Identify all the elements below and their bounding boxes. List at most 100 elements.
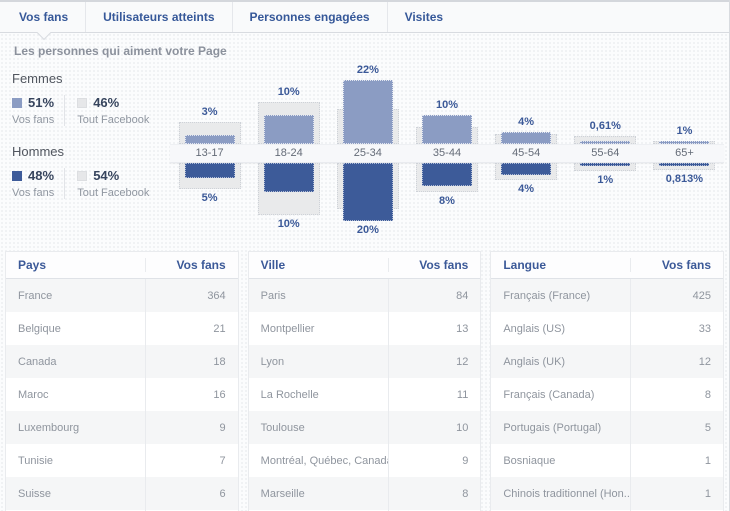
row-label: Français (Canada) bbox=[503, 388, 595, 401]
percent-label-men: 4% bbox=[518, 183, 535, 195]
row-label: Français (France) bbox=[503, 289, 591, 302]
row-value: 364 bbox=[145, 279, 238, 312]
table-row: Toulouse 10 bbox=[248, 411, 481, 444]
row-value: 7 bbox=[145, 444, 238, 477]
table-row: Tunisie 7 bbox=[6, 444, 238, 477]
table-body: Français (France) 425 Anglais (US) 33 Anglai… bbox=[491, 279, 724, 511]
table-row: Montréal, Québec, Canada 9 bbox=[248, 444, 481, 477]
table-header: Pays Vos fans bbox=[6, 252, 238, 279]
age-label: 25-34 bbox=[353, 147, 382, 159]
women-facebook-pct: 46% bbox=[93, 95, 120, 110]
table-row: Montpellier 13 bbox=[248, 312, 481, 345]
percent-label-women: 4% bbox=[518, 116, 535, 128]
column-header-name: Ville bbox=[260, 258, 286, 272]
age-column-65+: 1% 0,813% 65+ bbox=[645, 63, 724, 245]
row-label: Chinois traditionnel (Hon... bbox=[503, 487, 631, 500]
row-label: Paris bbox=[260, 289, 286, 302]
tab-utilisateurs-atteints[interactable]: Utilisateurs atteints bbox=[86, 2, 233, 32]
table-row: Maroc 16 bbox=[6, 378, 238, 411]
row-value: 6 bbox=[145, 477, 238, 510]
legend-men-fans: 48% Vos fans bbox=[12, 168, 64, 199]
age-column-35-44: 10% 8% 35-44 bbox=[407, 63, 486, 245]
row-value: 16 bbox=[145, 378, 238, 411]
column-header-value: Vos fans bbox=[630, 258, 723, 272]
age-label: 13-17 bbox=[195, 147, 224, 159]
men-facebook-label: Tout Facebook bbox=[77, 187, 150, 199]
table-row: Lyon 12 bbox=[248, 345, 481, 378]
row-value: 33 bbox=[630, 312, 723, 345]
table-pays: Pays Vos fans France 364 Belgique 21 Canada 1… bbox=[5, 251, 239, 511]
bar-women-fans bbox=[342, 80, 393, 144]
percent-label-women: 1% bbox=[676, 125, 693, 137]
top-divider bbox=[0, 0, 729, 2]
table-row: Luxembourg 9 bbox=[6, 411, 238, 444]
row-label: Bosniaque bbox=[503, 454, 556, 467]
bar-men-fans bbox=[501, 163, 552, 175]
row-label: Anglais (US) bbox=[503, 322, 566, 335]
table-row: Bosniaque 1 bbox=[491, 444, 724, 477]
facebook-swatch-icon bbox=[77, 170, 88, 181]
age-column-18-24: 10% 10% 18-24 bbox=[249, 63, 328, 245]
row-value: 5 bbox=[630, 411, 723, 444]
row-value: 12 bbox=[630, 345, 723, 378]
table-body: France 364 Belgique 21 Canada 18 Maroc 16 Luxemb… bbox=[6, 279, 238, 511]
bar-women-fans bbox=[501, 132, 552, 144]
legend-women-fans: 51% Vos fans bbox=[12, 95, 64, 126]
demographics-section: Femmes 51% Vos fans 46% Tout Facebook Ho… bbox=[0, 63, 729, 245]
row-value: 12 bbox=[387, 345, 481, 378]
women-fans-label: Vos fans bbox=[12, 114, 55, 126]
row-label: Tunisie bbox=[18, 454, 54, 467]
men-fans-label: Vos fans bbox=[12, 187, 55, 199]
table-row: Chinois traditionnel (Hon... 1 bbox=[491, 477, 724, 510]
tab-visites[interactable]: Visites bbox=[388, 2, 460, 32]
age-column-13-17: 3% 5% 13-17 bbox=[170, 63, 249, 245]
men-facebook-pct: 54% bbox=[93, 168, 120, 183]
row-value: 10 bbox=[387, 411, 481, 444]
tab-personnes-engagees[interactable]: Personnes engagées bbox=[233, 2, 388, 32]
percent-label-women: 22% bbox=[356, 64, 379, 76]
percent-label-women: 3% bbox=[201, 106, 218, 118]
row-value: 9 bbox=[387, 444, 481, 477]
table-row: Anglais (US) 33 bbox=[491, 312, 724, 345]
table-row: Français (Canada) 8 bbox=[491, 378, 724, 411]
women-fans-swatch-icon bbox=[12, 97, 22, 108]
women-fans-pct: 51% bbox=[28, 95, 55, 110]
demographics-chart: 3% 5% 13-17 10% 10% 18-24 22% 20% 25-34 10% 8% 35-4… bbox=[170, 63, 724, 245]
tab-vos-fans[interactable]: Vos fans bbox=[2, 2, 87, 41]
row-label: Montpellier bbox=[260, 322, 315, 335]
tab-label: Vos fans bbox=[19, 10, 69, 24]
age-label: 18-24 bbox=[274, 147, 303, 159]
row-value: 13 bbox=[387, 312, 481, 345]
bar-women-fans bbox=[263, 115, 314, 144]
percent-label-men: 1% bbox=[597, 174, 614, 186]
percent-label-women: 10% bbox=[435, 99, 458, 111]
column-header-name: Pays bbox=[18, 258, 47, 272]
table-row: Anglais (UK) 12 bbox=[491, 345, 724, 378]
facebook-swatch-icon bbox=[77, 97, 88, 108]
table-row: Belgique 21 bbox=[6, 312, 238, 345]
section-subtitle: Les personnes qui aiment votre Page bbox=[14, 44, 227, 58]
content-area: Les personnes qui aiment votre Page Femm… bbox=[0, 33, 729, 511]
row-value: 8 bbox=[630, 378, 723, 411]
table-header: Ville Vos fans bbox=[248, 252, 481, 279]
bar-men-fans bbox=[184, 163, 235, 178]
men-fans-pct: 48% bbox=[28, 168, 55, 183]
column-header-value: Vos fans bbox=[145, 258, 238, 272]
age-column-45-54: 4% 4% 45-54 bbox=[487, 63, 566, 245]
row-label: Suisse bbox=[18, 487, 52, 500]
bar-men-fans bbox=[342, 163, 393, 221]
row-label: Toulouse bbox=[260, 421, 305, 434]
row-label: La Rochelle bbox=[260, 388, 319, 401]
bar-women-fans bbox=[184, 135, 235, 144]
row-value: 9 bbox=[145, 411, 238, 444]
row-label: Maroc bbox=[18, 388, 49, 401]
insights-tabbar: Vos fans Utilisateurs atteints Personnes… bbox=[0, 2, 729, 41]
row-label: France bbox=[18, 289, 53, 302]
row-value: 8 bbox=[387, 477, 481, 510]
row-value: 11 bbox=[387, 378, 481, 411]
legend-women-title: Femmes bbox=[12, 71, 63, 86]
table-header: Langue Vos fans bbox=[491, 252, 724, 279]
row-label: Canada bbox=[18, 355, 57, 368]
row-value: 425 bbox=[630, 279, 723, 312]
